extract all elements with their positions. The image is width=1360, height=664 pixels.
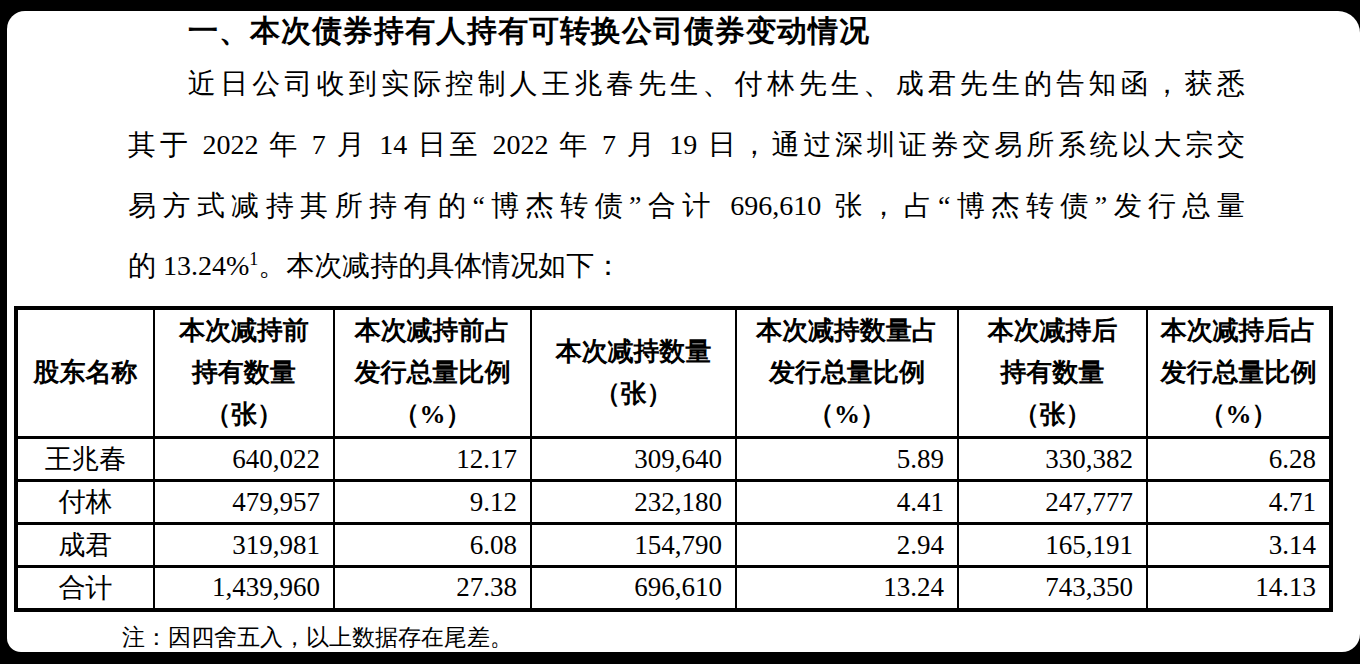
document-page: 一、本次债券持有人持有可转换公司债券变动情况 近日公司收到实际控制人王兆春先生、… [0,0,1360,664]
value-cell: 696,610 [531,567,736,610]
table-row: 付林479,9579.12232,1804.41247,7774.71 [16,481,1331,524]
value-cell: 2.94 [736,524,958,567]
paragraph-line-1: 近日公司收到实际控制人王兆春先生、付林先生、成君先生的告知函，获悉 [188,66,1245,102]
column-header-post-reduction-ratio: 本次减持后占发行总量比例（%） [1147,308,1331,438]
value-cell: 247,777 [958,481,1147,524]
table-row: 成君319,9816.08154,7902.94165,1913.14 [16,524,1331,567]
column-header-post-reduction-holding: 本次减持后持有数量（张） [958,308,1147,438]
column-header-reduction-quantity: 本次减持数量（张） [531,308,736,438]
value-cell: 743,350 [958,567,1147,610]
value-cell: 1,439,960 [154,567,334,610]
column-header-pre-reduction-holding: 本次减持前持有数量（张） [154,308,334,438]
table-note: 注：因四舍五入，以上数据存在尾差。 [122,623,513,652]
value-cell: 232,180 [531,481,736,524]
shareholder-name-cell: 成君 [16,524,154,567]
value-cell: 154,790 [531,524,736,567]
column-header-pre-reduction-ratio: 本次减持前占发行总量比例（%） [334,308,531,438]
section-heading: 一、本次债券持有人持有可转换公司债券变动情况 [188,12,870,50]
value-cell: 479,957 [154,481,334,524]
shareholder-name-cell: 付林 [16,481,154,524]
value-cell: 3.14 [1147,524,1331,567]
footnote-reference: 1 [249,249,258,269]
paragraph-line-4-text: 的 13.24% [128,250,249,281]
value-cell: 27.38 [334,567,531,610]
column-header-reduction-ratio: 本次减持数量占发行总量比例（%） [736,308,958,438]
value-cell: 319,981 [154,524,334,567]
paragraph-line-4-tail: 。本次减持的具体情况如下： [258,250,622,281]
table-row: 合计1,439,96027.38696,61013.24743,35014.13 [16,567,1331,610]
paragraph-line-3: 易方式减持其所持有的“博杰转债”合计 696,610 张，占“博杰转债”发行总量 [128,188,1245,224]
bond-holdings-table: 股东名称本次减持前持有数量（张）本次减持前占发行总量比例（%）本次减持数量（张）… [14,306,1333,612]
value-cell: 4.41 [736,481,958,524]
table-row: 王兆春640,02212.17309,6405.89330,3826.28 [16,438,1331,481]
value-cell: 309,640 [531,438,736,481]
value-cell: 5.89 [736,438,958,481]
paragraph-line-4: 的 13.24%1。本次减持的具体情况如下： [128,248,622,284]
value-cell: 640,022 [154,438,334,481]
table-header-row: 股东名称本次减持前持有数量（张）本次减持前占发行总量比例（%）本次减持数量（张）… [16,308,1331,438]
column-header-shareholder-name: 股东名称 [16,308,154,438]
shareholder-name-cell: 合计 [16,567,154,610]
value-cell: 6.08 [334,524,531,567]
value-cell: 4.71 [1147,481,1331,524]
value-cell: 330,382 [958,438,1147,481]
value-cell: 14.13 [1147,567,1331,610]
paragraph-line-2: 其于 2022 年 7 月 14 日至 2022 年 7 月 19 日，通过深圳… [128,127,1245,163]
shareholder-name-cell: 王兆春 [16,438,154,481]
value-cell: 13.24 [736,567,958,610]
value-cell: 12.17 [334,438,531,481]
value-cell: 9.12 [334,481,531,524]
value-cell: 165,191 [958,524,1147,567]
value-cell: 6.28 [1147,438,1331,481]
